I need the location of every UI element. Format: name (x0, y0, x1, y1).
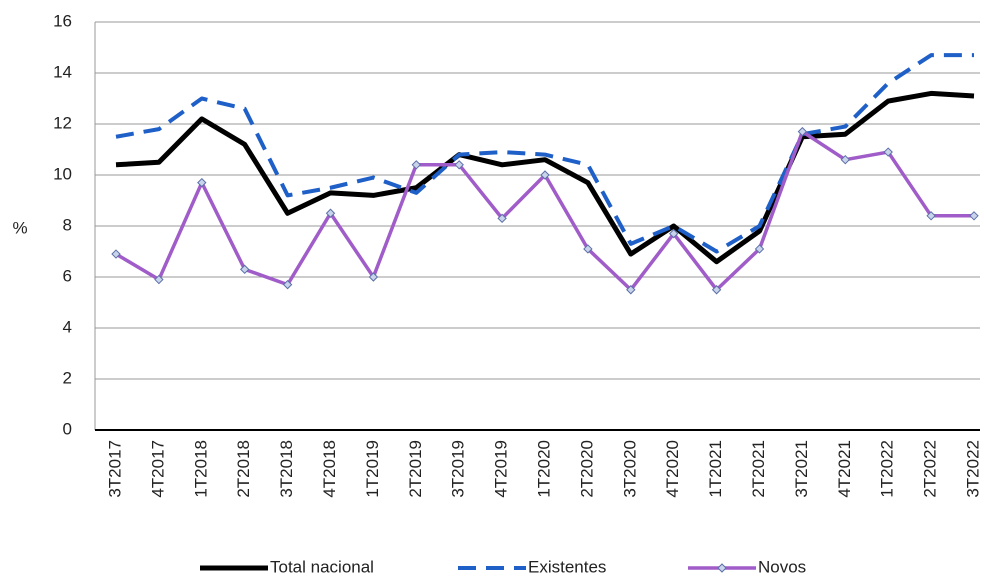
point-marker (411, 160, 422, 170)
point-marker (926, 211, 936, 221)
y-tick-label: 14 (53, 62, 72, 81)
point-marker (797, 126, 808, 137)
series-line (115, 90, 975, 265)
point-marker (840, 154, 851, 165)
y-tick-label: 16 (53, 11, 72, 30)
point-marker (197, 177, 207, 188)
point-marker (111, 249, 121, 259)
x-tick-label: 2T2021 (749, 440, 768, 498)
point-marker (454, 160, 464, 170)
point-marker (583, 244, 593, 254)
point-marker (969, 211, 979, 221)
x-tick-label: 4T2021 (835, 440, 854, 498)
x-tick-label: 1T2020 (534, 440, 553, 498)
x-tick-label: 1T2019 (363, 440, 382, 498)
y-tick-label: 12 (53, 113, 72, 132)
y-tick-label: 6 (63, 266, 72, 285)
x-tick-label: 4T2017 (148, 440, 167, 498)
x-tick-label: 4T2018 (320, 440, 339, 498)
point-marker (497, 213, 507, 224)
x-tick-label: 4T2019 (492, 440, 511, 498)
x-tick-label: 3T2017 (105, 440, 124, 498)
legend-label: Novos (758, 557, 806, 576)
x-tick-label: 2T2018 (234, 440, 253, 498)
y-tick-label: 2 (63, 368, 72, 387)
legend-label: Existentes (528, 557, 606, 576)
series-line (115, 53, 974, 254)
point-marker (368, 272, 379, 282)
x-tick-label: 2T2019 (406, 440, 425, 498)
x-tick-label: 3T2018 (277, 440, 296, 498)
x-tick-label: 1T2022 (878, 440, 897, 498)
point-marker (282, 279, 293, 290)
y-tick-label: 0 (63, 419, 72, 438)
x-tick-label: 3T2022 (963, 440, 982, 498)
x-tick-label: 3T2020 (620, 440, 639, 498)
y-tick-label: 4 (63, 317, 72, 336)
x-tick-label: 1T2018 (191, 440, 210, 498)
y-tick-label: 10 (53, 164, 72, 183)
point-marker (154, 274, 164, 285)
point-marker (754, 244, 765, 254)
legend-label: Total nacional (270, 557, 374, 576)
point-marker (668, 228, 679, 239)
x-tick-label: 2T2020 (577, 440, 596, 498)
point-marker (325, 208, 336, 218)
legend-marker (717, 563, 727, 573)
point-marker (711, 285, 722, 295)
x-tick-label: 4T2020 (663, 440, 682, 498)
point-marker (626, 285, 636, 295)
point-marker (883, 147, 893, 157)
point-marker (239, 264, 250, 275)
y-tick-label: 8 (63, 215, 72, 234)
x-tick-label: 2T2022 (921, 440, 940, 498)
x-tick-label: 3T2019 (449, 440, 468, 498)
point-marker (540, 170, 550, 180)
x-tick-label: 3T2021 (792, 440, 811, 498)
x-tick-label: 1T2021 (706, 440, 725, 498)
y-axis-label: % (12, 218, 27, 237)
